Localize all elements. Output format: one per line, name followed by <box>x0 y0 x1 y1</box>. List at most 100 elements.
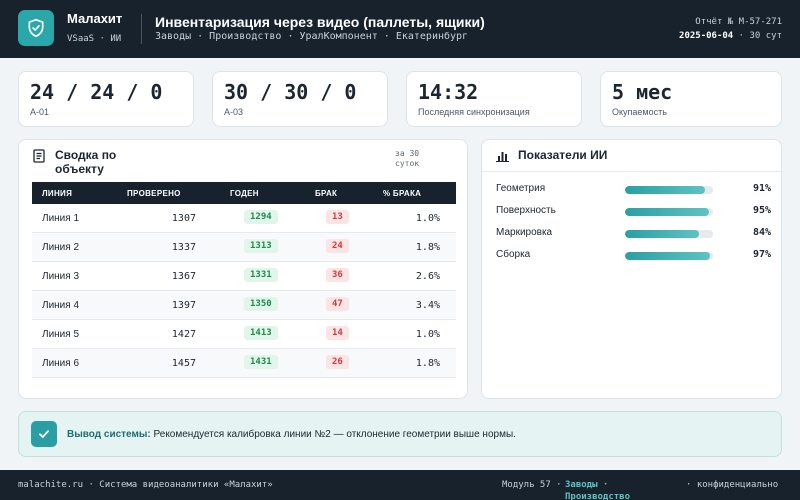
row-line: Линия 4 <box>42 300 80 311</box>
table-row[interactable]: Линия 4 1397 1350 47 3.4% <box>32 291 456 320</box>
header-divider <box>141 14 142 44</box>
ai-metric-value: 97% <box>752 249 771 260</box>
table-row[interactable]: Линия 5 1427 1413 14 1.0% <box>32 320 456 349</box>
report-date-line: 2025-06-04 · 30 сут <box>672 29 782 43</box>
defect-badge: 14 <box>326 326 349 340</box>
kpi-label: А-03 <box>224 107 244 117</box>
good-badge: 1350 <box>244 297 278 311</box>
row-checked: 1397 <box>171 300 196 311</box>
row-checked: 1367 <box>171 271 196 282</box>
row-checked: 1427 <box>171 329 196 340</box>
check-icon <box>31 421 57 447</box>
kpi-value: 14:32 <box>418 80 479 104</box>
ai-panel: Показатели ИИ Геометрия 91% Поверхность … <box>481 139 782 399</box>
shield-logo-icon[interactable] <box>18 10 54 46</box>
document-icon <box>33 149 45 166</box>
ai-metric-marking: Маркировка 84% <box>496 227 771 241</box>
row-checked: 1307 <box>171 213 196 224</box>
app-header: Малахит VSaaS · ИИ Инвентаризация через … <box>0 0 800 58</box>
ai-metric-bar <box>625 252 713 260</box>
kpi-label: Окупаемость <box>612 107 667 117</box>
table-row[interactable]: Линия 3 1367 1331 36 2.6% <box>32 262 456 291</box>
row-line: Линия 5 <box>42 329 80 340</box>
summary-title: Сводка по объекту <box>55 148 117 176</box>
good-badge: 1331 <box>244 268 278 282</box>
brand-name: Малахит <box>67 11 123 26</box>
footer-site[interactable]: malachite.ru · Система видеоаналитики «М… <box>18 480 273 490</box>
footer-module-link[interactable]: Заводы · Производство <box>565 480 631 500</box>
report-info: Отчёт № M-57-271 2025-06-04 · 30 сут <box>672 15 782 43</box>
defect-badge: 13 <box>326 210 349 224</box>
row-defect-pct: 1.8% <box>415 358 440 369</box>
row-defect-pct: 2.6% <box>415 271 440 282</box>
page-title: Инвентаризация через видео (паллеты, ящи… <box>155 14 485 30</box>
report-period: · 30 сут <box>738 31 782 41</box>
ai-metric-geometry: Геометрия 91% <box>496 183 771 197</box>
ai-metric-assembly: Сборка 97% <box>496 249 771 263</box>
defect-badge: 36 <box>326 268 349 282</box>
report-date: 2025-06-04 <box>679 31 734 41</box>
kpi-card-payback[interactable]: 5 мес Окупаемость <box>600 71 782 127</box>
ai-metric-bar <box>625 208 713 216</box>
kpi-label: А-01 <box>30 107 50 117</box>
row-defect-pct: 3.4% <box>415 300 440 311</box>
table-row[interactable]: Линия 6 1457 1431 26 1.8% <box>32 349 456 378</box>
ai-metric-fill <box>625 252 711 260</box>
ai-metric-value: 91% <box>752 183 771 194</box>
system-conclusion: Вывод системы: Рекомендуется калибровка … <box>18 411 782 457</box>
footer: malachite.ru · Система видеоаналитики «М… <box>0 470 800 500</box>
ai-metric-label: Поверхность <box>496 205 556 216</box>
row-line: Линия 3 <box>42 271 80 282</box>
ai-metric-label: Геометрия <box>496 183 546 194</box>
table-header: ЛИНИЯ ПРОВЕРЕНО ГОДЕН БРАК % БРАКА <box>32 182 456 204</box>
ai-metric-fill <box>625 186 706 194</box>
kpi-value: 24 / 24 / 0 <box>30 80 163 104</box>
bar-chart-icon <box>496 150 509 165</box>
breadcrumb[interactable]: Заводы · Производство · УралКомпонент · … <box>155 31 469 42</box>
summary-panel: Сводка по объекту за 30 суток ЛИНИЯ ПРОВ… <box>18 139 468 399</box>
kpi-card-a01[interactable]: 24 / 24 / 0 А-01 <box>18 71 194 127</box>
col-defect[interactable]: БРАК <box>315 189 338 198</box>
defect-badge: 24 <box>326 239 349 253</box>
row-defect-pct: 1.8% <box>415 242 440 253</box>
col-good[interactable]: ГОДЕН <box>230 189 259 198</box>
good-badge: 1413 <box>244 326 278 340</box>
row-defect-pct: 1.0% <box>415 213 440 224</box>
good-badge: 1313 <box>244 239 278 253</box>
summary-period: за 30 суток <box>395 149 420 168</box>
report-number: Отчёт № M-57-271 <box>695 17 782 27</box>
row-checked: 1457 <box>171 358 196 369</box>
ai-metric-label: Сборка <box>496 249 531 260</box>
kpi-value: 5 мес <box>612 80 673 104</box>
good-badge: 1431 <box>244 355 278 369</box>
defect-badge: 26 <box>326 355 349 369</box>
conclusion-label: Вывод системы: <box>67 429 151 440</box>
table-row[interactable]: Линия 1 1307 1294 13 1.0% <box>32 204 456 233</box>
kpi-card-sync[interactable]: 14:32 Последняя синхронизация <box>406 71 582 127</box>
kpi-card-a03[interactable]: 30 / 30 / 0 А-03 <box>212 71 388 127</box>
col-line[interactable]: ЛИНИЯ <box>42 189 73 198</box>
ai-metric-value: 84% <box>752 227 771 238</box>
good-badge: 1294 <box>244 210 278 224</box>
conclusion-message: Рекомендуется калибровка линии №2 — откл… <box>153 429 516 440</box>
ai-metric-bar <box>625 230 713 238</box>
conclusion-text: Вывод системы: Рекомендуется калибровка … <box>67 428 517 442</box>
ai-metric-label: Маркировка <box>496 227 553 238</box>
ai-title: Показатели ИИ <box>518 148 608 162</box>
kpi-value: 30 / 30 / 0 <box>224 80 357 104</box>
footer-module: Модуль 57 · <box>502 480 562 490</box>
ai-metric-bar <box>625 186 713 194</box>
ai-metric-surface: Поверхность 95% <box>496 205 771 219</box>
col-checked[interactable]: ПРОВЕРЕНО <box>127 189 181 198</box>
row-line: Линия 6 <box>42 358 80 369</box>
ai-metric-fill <box>625 230 699 238</box>
brand-subtitle: VSaaS · ИИ <box>67 34 122 44</box>
table-row[interactable]: Линия 2 1337 1313 24 1.8% <box>32 233 456 262</box>
ai-metric-fill <box>625 208 709 216</box>
row-defect-pct: 1.0% <box>415 329 440 340</box>
footer-confidential: · конфиденциально <box>686 480 779 490</box>
ai-metric-value: 95% <box>752 205 771 216</box>
defect-badge: 47 <box>326 297 349 311</box>
row-checked: 1337 <box>171 242 196 253</box>
col-defect-pct[interactable]: % БРАКА <box>383 189 422 198</box>
